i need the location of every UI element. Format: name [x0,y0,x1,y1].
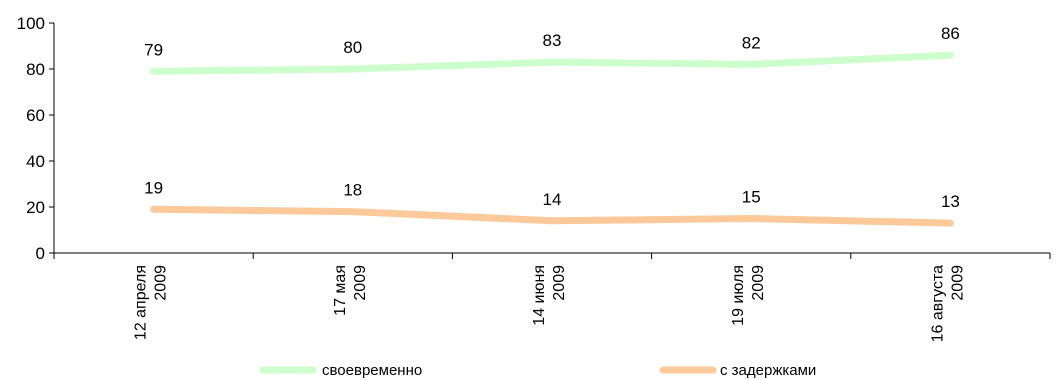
x-tick-label: 19 июля 2009 [730,265,767,326]
axes [53,23,1050,254]
legend: своевременно с задержками [259,362,816,379]
x-tick-label-line: 2009 [153,265,170,301]
series-lines [150,51,954,227]
data-label: 18 [343,181,362,200]
x-tick-label-line: 12 апреля [133,265,150,340]
legend-label: с задержками [720,362,816,379]
x-tick-label-line: 2009 [949,265,966,301]
x-tick-label-line: 2009 [551,265,568,301]
x-tick-label-line: 16 августа [929,265,946,342]
data-label: 80 [343,38,362,57]
y-tick-label: 80 [26,60,45,79]
y-tick-label: 40 [26,152,45,171]
y-tick-label: 60 [26,106,45,125]
legend-label: своевременно [322,362,422,379]
x-tick-label: 12 апреля 2009 [133,265,170,340]
x-tick-label-line: 19 июля [730,265,747,326]
x-tick-label-line: 2009 [352,265,369,301]
y-axis-ticks: 0 20 40 60 80 100 [17,14,54,263]
series-line-0 [150,51,954,75]
data-label: 14 [543,190,562,209]
x-tick-label: 14 июня 2009 [531,265,568,326]
x-tick-label-line: 14 июня [531,265,548,326]
data-label: 83 [543,31,562,50]
series-line-1 [150,205,954,227]
y-tick-label: 20 [26,198,45,217]
data-label: 82 [742,33,761,52]
x-axis-ticks: 12 апреля 2009 17 мая 2009 14 июня 2009 19 июл… [53,253,1051,342]
x-tick-label: 17 мая 2009 [332,265,369,316]
data-labels: 79 80 83 82 86 19 18 14 15 13 [144,24,960,211]
data-label: 15 [742,188,761,207]
data-label: 13 [941,192,960,211]
y-tick-label: 100 [17,14,45,33]
x-tick-label-line: 17 мая [332,265,349,316]
x-tick-label-line: 2009 [750,265,767,301]
data-label: 79 [144,40,163,59]
data-label: 19 [144,178,163,197]
y-tick-label: 0 [36,244,45,263]
data-label: 86 [941,24,960,43]
x-tick-label: 16 августа 2009 [929,265,966,342]
